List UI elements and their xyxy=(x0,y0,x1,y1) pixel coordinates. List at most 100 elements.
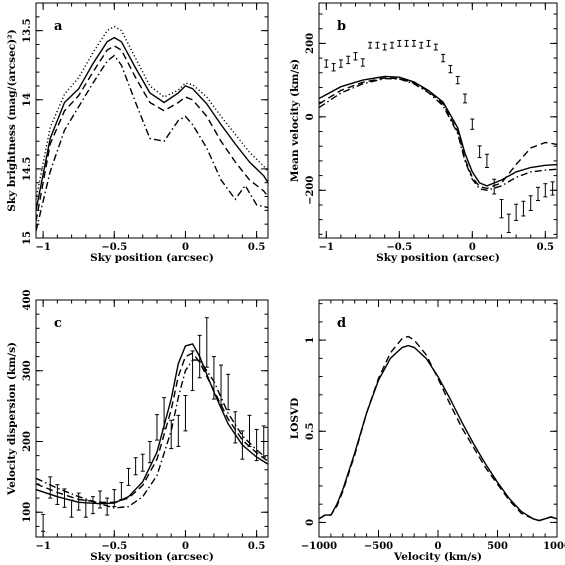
series-dashed-line xyxy=(319,77,557,190)
data-point xyxy=(197,334,202,379)
data-point xyxy=(247,414,252,447)
data-point xyxy=(499,198,504,219)
x-tick-label: 0 xyxy=(435,541,442,552)
data-point xyxy=(484,153,489,168)
data-point xyxy=(448,64,453,74)
y-tick-label: 200 xyxy=(305,33,316,54)
data-point xyxy=(211,356,216,400)
series-group xyxy=(319,39,557,233)
data-point xyxy=(162,397,167,430)
data-point xyxy=(76,492,81,511)
x-tick-label: 0.5 xyxy=(537,242,554,253)
data-point xyxy=(331,63,336,72)
data-point xyxy=(119,482,124,501)
data-point xyxy=(154,414,159,441)
y-axis-label: LOSVD xyxy=(289,398,301,439)
plot-frame xyxy=(318,2,558,239)
data-point xyxy=(426,39,431,47)
data-point xyxy=(346,55,351,65)
panel-letter: a xyxy=(54,19,63,34)
y-tick-label: 0 xyxy=(305,519,316,526)
data-point xyxy=(112,489,117,508)
plot-frame xyxy=(318,299,558,538)
data-point xyxy=(360,58,365,67)
data-point xyxy=(543,183,548,198)
series-dashdot-line xyxy=(36,54,268,232)
panel-letter: c xyxy=(54,316,62,331)
data-point xyxy=(536,186,541,202)
y-tick-label: 200 xyxy=(22,431,33,452)
y-tick-label: 100 xyxy=(22,502,33,523)
y-tick-label: −200 xyxy=(305,176,316,205)
data-point xyxy=(433,43,438,51)
panel-a: −1 −0.5 0 0.5 13.5 14 14.5 15 Sky position (arcs… xyxy=(6,2,269,264)
data-point xyxy=(69,499,74,518)
data-point xyxy=(382,43,387,51)
data-point xyxy=(41,513,46,532)
data-point xyxy=(176,414,181,447)
data-point xyxy=(48,476,53,499)
x-axis-label: Sky position (arcsec) xyxy=(376,252,500,264)
y-tick-label: 1 xyxy=(305,337,316,344)
data-point xyxy=(470,118,475,130)
series-group xyxy=(36,25,268,232)
data-point xyxy=(514,203,519,221)
data-point xyxy=(105,497,110,516)
data-point xyxy=(404,39,409,47)
data-point xyxy=(140,453,145,472)
data-point xyxy=(126,467,131,486)
panel-letter: d xyxy=(337,316,346,331)
data-point xyxy=(219,364,224,406)
data-point xyxy=(62,488,67,508)
plot-frame xyxy=(35,2,269,239)
data-point xyxy=(147,440,152,464)
x-axis-label: Sky position (arcsec) xyxy=(90,252,214,264)
series-dotted-line xyxy=(36,25,268,200)
data-point xyxy=(183,395,188,432)
x-tick-label: −1 xyxy=(35,541,50,552)
data-point xyxy=(353,52,358,61)
data-point xyxy=(204,317,209,368)
x-tick-label: −1000 xyxy=(301,541,337,552)
x-tick-label: −1 xyxy=(35,242,50,253)
series-solid-line xyxy=(319,75,557,187)
data-point xyxy=(254,428,259,462)
x-tick-label: 0.5 xyxy=(248,541,265,552)
data-point xyxy=(83,499,88,518)
data-point xyxy=(390,41,395,49)
data-point xyxy=(233,411,238,444)
data-point xyxy=(441,53,446,63)
series-dashed-line xyxy=(36,45,268,222)
panel-d: −1000 −500 0 500 1000 0 0.5 1 Velocity (km/s) LOS… xyxy=(289,299,565,563)
series-dashed-line xyxy=(36,352,268,503)
x-tick-label: 0 xyxy=(182,541,189,552)
plot-frame xyxy=(35,299,269,538)
x-tick-label: −0.5 xyxy=(101,541,127,552)
data-point xyxy=(368,41,373,49)
data-point xyxy=(261,425,266,458)
y-axis-label: Mean velocity (km/s) xyxy=(289,59,301,182)
y-tick-label: 0.5 xyxy=(305,423,316,440)
series-dashdot-line xyxy=(36,359,268,509)
series-group xyxy=(319,335,557,522)
data-point xyxy=(455,75,460,85)
data-point xyxy=(528,195,533,211)
data-point xyxy=(463,93,468,104)
data-point xyxy=(169,419,174,450)
x-tick-label: 0 xyxy=(469,242,476,253)
panel-b: −1 −0.5 0 0.5 −200 0 200 Sky position (arcsec) M… xyxy=(289,2,558,264)
data-point xyxy=(419,41,424,49)
data-point xyxy=(324,59,329,68)
data-point xyxy=(133,457,138,476)
data-point xyxy=(397,39,402,47)
data-point xyxy=(226,373,231,411)
data-point xyxy=(90,496,95,515)
series-solid-line xyxy=(36,36,268,211)
series-solid-line xyxy=(36,343,268,505)
x-tick-label: 0 xyxy=(182,242,189,253)
data-point xyxy=(477,145,482,159)
data-point xyxy=(506,213,511,233)
data-point xyxy=(411,39,416,47)
series-solid-line xyxy=(319,344,557,522)
